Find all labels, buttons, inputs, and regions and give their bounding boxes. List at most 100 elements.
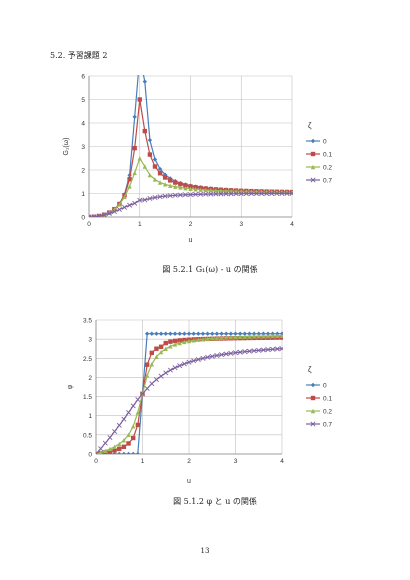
- data-point-0: [182, 331, 187, 336]
- data-point-0.2: [256, 334, 261, 339]
- data-point-0.7: [203, 191, 209, 197]
- data-point-0.7: [107, 434, 113, 440]
- y-tick-label: 6: [81, 74, 85, 81]
- legend-marker: [310, 164, 316, 170]
- data-point-0: [117, 451, 122, 454]
- data-point-0.1: [168, 339, 173, 344]
- data-point-0.7: [214, 352, 220, 359]
- data-point-0.1: [121, 444, 127, 450]
- data-point-0.7: [200, 355, 206, 361]
- legend-label: 0.1: [323, 152, 332, 159]
- section-title: 5.2. 予習課題 2: [50, 51, 108, 60]
- data-point-0.7: [177, 363, 183, 369]
- data-point-0: [186, 331, 192, 336]
- legend-marker: [310, 395, 316, 401]
- legend-marker: [310, 151, 316, 157]
- data-point-0.1: [173, 180, 178, 185]
- legend-label: 0.2: [323, 409, 332, 416]
- data-point-0.7: [279, 190, 285, 197]
- data-point-0.7: [163, 370, 169, 376]
- data-point-0.2: [152, 177, 158, 182]
- data-point-0.2: [178, 185, 183, 190]
- data-point-0.7: [157, 194, 163, 200]
- data-point-0.7: [238, 191, 244, 197]
- data-point-0.7: [186, 359, 192, 365]
- data-point-0.7: [144, 385, 150, 392]
- legend-label: 0.7: [323, 422, 332, 429]
- data-point-0.1: [107, 449, 113, 454]
- data-point-0: [191, 331, 196, 336]
- data-point-0: [112, 451, 117, 454]
- y-tick-label: 0.5: [83, 432, 92, 439]
- data-point-0: [228, 331, 234, 336]
- data-point-0.7: [158, 373, 164, 379]
- x-tick-label: 2: [187, 458, 191, 465]
- data-point-0.2: [205, 336, 210, 341]
- data-point-0.7: [223, 351, 229, 357]
- data-point-0.2: [265, 333, 271, 339]
- data-point-0.7: [243, 191, 249, 197]
- data-point-0.2: [131, 424, 136, 429]
- data-point-0.7: [260, 347, 266, 353]
- data-point-0.2: [242, 334, 247, 339]
- data-point-0: [152, 157, 158, 162]
- legend-marker: [310, 138, 316, 144]
- y-tick-label: 2: [81, 168, 85, 175]
- data-point-0.7: [142, 197, 148, 203]
- x-tick-label: 3: [239, 221, 243, 228]
- data-point-0.2: [149, 361, 154, 367]
- data-point-0.7: [228, 191, 234, 197]
- data-point-0: [237, 331, 243, 336]
- legend-marker: [310, 177, 316, 183]
- data-point-0: [200, 331, 206, 336]
- data-point-0.2: [142, 164, 148, 169]
- data-point-0.2: [132, 170, 137, 176]
- data-point-0.7: [121, 416, 127, 422]
- legend-label: 0: [323, 139, 327, 146]
- x-axis-label: u: [189, 237, 193, 244]
- data-point-0.2: [214, 335, 220, 341]
- data-point-0.7: [209, 353, 215, 359]
- data-point-0.2: [247, 334, 252, 339]
- data-point-0.7: [96, 451, 99, 454]
- data-point-0.7: [265, 347, 271, 353]
- data-point-0.2: [126, 432, 131, 438]
- legend-label: 0: [323, 383, 327, 390]
- data-point-0.7: [198, 191, 204, 197]
- data-point-0.7: [172, 365, 178, 371]
- x-tick-label: 4: [290, 221, 294, 228]
- y-tick-label: 4: [81, 121, 85, 128]
- y-tick-label: 1.5: [83, 394, 92, 401]
- legend: ζ 0 0.1 0.2 0.7: [306, 121, 332, 185]
- data-point-0.2: [213, 188, 219, 193]
- data-point-0: [157, 166, 163, 172]
- data-point-0.7: [232, 350, 239, 356]
- data-point-0.2: [112, 444, 117, 449]
- data-point-0.7: [101, 212, 107, 217]
- data-point-0.7: [135, 397, 141, 403]
- data-point-0: [149, 331, 154, 336]
- data-point-0: [126, 451, 131, 454]
- data-point-0: [132, 114, 137, 120]
- data-point-0.1: [168, 178, 173, 183]
- x-tick-label: 0: [87, 221, 91, 228]
- data-point-0.7: [152, 194, 158, 201]
- data-point-0.2: [193, 187, 198, 192]
- y-tick-label: 5: [81, 97, 85, 104]
- data-point-0.7: [195, 356, 201, 362]
- data-point-0.7: [187, 192, 194, 198]
- y-tick-label: 0: [81, 215, 85, 222]
- y-tick-label: 0: [88, 452, 92, 459]
- data-point-0.7: [149, 381, 155, 387]
- legend-marker: [310, 408, 316, 414]
- data-point-0.7: [116, 206, 122, 213]
- data-point-0.2: [223, 188, 229, 194]
- data-point-0.7: [274, 191, 280, 197]
- data-point-0.2: [168, 344, 173, 349]
- data-point-0.2: [117, 441, 122, 447]
- data-point-0.2: [261, 333, 266, 339]
- data-point-0.2: [279, 333, 283, 338]
- data-point-0.7: [147, 195, 153, 202]
- data-point-0.7: [106, 210, 112, 216]
- y-tick-label: 3.5: [83, 318, 92, 325]
